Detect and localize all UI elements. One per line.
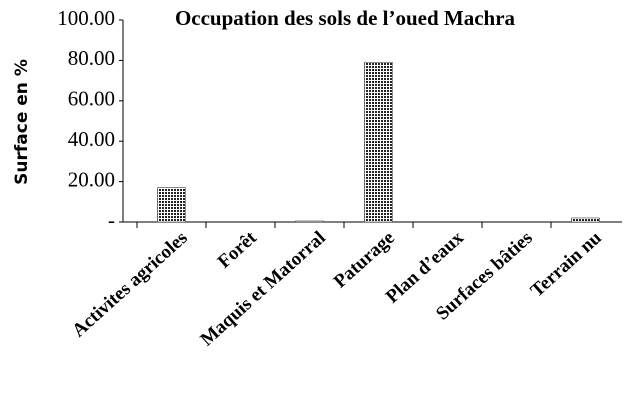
y-tick-label: - — [108, 208, 115, 232]
bar — [157, 187, 186, 223]
bar — [571, 217, 600, 223]
y-tick-label: 100.00 — [57, 6, 115, 30]
y-tick-label: 20.00 — [68, 167, 115, 191]
y-tick-label: 40.00 — [68, 127, 115, 151]
x-tick-label: Terrain nu — [527, 227, 606, 301]
y-axis-label: Surface en % — [12, 59, 32, 185]
y-tick-label: 60.00 — [68, 87, 115, 111]
y-tick-label: 80.00 — [68, 46, 115, 70]
bar — [295, 220, 324, 223]
x-tick-label: Paturage — [330, 227, 399, 292]
x-tick-label: Maquis et Matorral — [197, 227, 330, 350]
x-tick-label: Activites agricoles — [68, 227, 191, 341]
chart-title: Occupation des sols de l’oued Machra — [175, 6, 516, 30]
bar — [364, 62, 393, 223]
x-tick-label: Forêt — [214, 227, 261, 273]
